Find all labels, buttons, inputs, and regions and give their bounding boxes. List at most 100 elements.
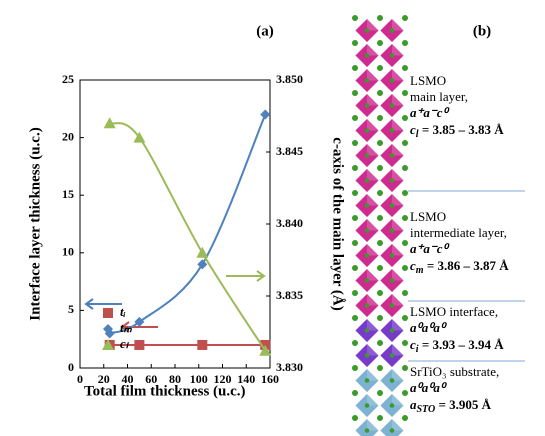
atom	[364, 203, 370, 208]
atom	[389, 428, 395, 433]
fit-line	[109, 122, 267, 352]
octahedron-face	[392, 168, 404, 181]
marker	[197, 259, 208, 270]
subscript: l	[416, 129, 419, 140]
lattice-label: aSTO = 3.905 Å	[410, 397, 492, 415]
atom	[402, 190, 408, 196]
layer-label: intermediate layer,	[410, 225, 507, 240]
atom	[402, 90, 408, 96]
atom	[402, 415, 408, 421]
y2-tick-label: 3.830	[276, 360, 303, 374]
octahedron-face	[392, 143, 404, 156]
lattice-label: cm = 3.86 – 3.87 Å	[410, 258, 509, 276]
octahedron-face	[392, 368, 404, 381]
atom	[377, 40, 383, 46]
atom	[389, 328, 395, 333]
atom	[377, 290, 383, 296]
atom	[352, 390, 358, 396]
atom	[377, 190, 383, 196]
layer-label: LSMO interface,	[410, 304, 498, 319]
legend-label: cₗ	[120, 336, 130, 351]
atom	[364, 78, 370, 83]
atom	[377, 240, 383, 246]
octahedron	[379, 418, 405, 436]
lattice-label: ci = 3.93 – 3.94 Å	[410, 337, 504, 355]
x-tick-label: 20	[98, 372, 110, 386]
symbol: c	[410, 337, 416, 352]
atom	[352, 65, 358, 71]
atom	[402, 240, 408, 246]
arrow	[226, 270, 266, 282]
atom	[389, 178, 395, 183]
octahedron-face	[392, 118, 404, 131]
octahedron-face	[392, 293, 404, 306]
atom	[364, 28, 370, 33]
marker	[260, 109, 271, 120]
octahedron-face	[392, 218, 404, 231]
atom	[377, 165, 383, 171]
octahedron-face	[392, 68, 404, 81]
atom	[352, 340, 358, 346]
atom	[402, 315, 408, 321]
y-tick-label: 0	[68, 360, 74, 374]
y2-tick-label: 3.850	[276, 72, 303, 86]
value: = 3.86 – 3.87 Å	[424, 258, 510, 273]
octahedron-face	[367, 143, 379, 156]
y-tick-label: 15	[62, 187, 74, 201]
fit-line	[109, 114, 267, 335]
octahedron-face	[392, 418, 404, 431]
panel-label: (b)	[473, 23, 491, 39]
x-axis-title: Total film thickness (u.c.)	[84, 383, 246, 399]
x-tick-label: 140	[237, 372, 255, 386]
value: = 3.93 – 3.94 Å	[419, 337, 505, 352]
octahedron-face	[367, 43, 379, 56]
atom	[389, 78, 395, 83]
marker	[103, 117, 116, 129]
y-axis-title: Interface layer thickness (u.c.)	[27, 127, 43, 320]
marker	[134, 339, 145, 350]
atom	[389, 153, 395, 158]
atom	[389, 353, 395, 358]
atom	[389, 203, 395, 208]
atom	[402, 340, 408, 346]
atom	[389, 103, 395, 108]
y2-axis-title: c-axis of the main layer (Å)	[330, 137, 346, 310]
atom	[364, 103, 370, 108]
atom	[377, 15, 383, 21]
x-tick-label: 100	[190, 372, 208, 386]
atom	[377, 390, 383, 396]
x-tick-label: 60	[145, 372, 157, 386]
y2-tick-label: 3.840	[276, 216, 303, 230]
atom	[389, 278, 395, 283]
y-tick-label: 20	[62, 129, 74, 143]
atom	[402, 265, 408, 271]
atom	[402, 290, 408, 296]
marker	[197, 339, 208, 350]
octahedron-face	[367, 68, 379, 81]
x-tick-label: 80	[169, 372, 181, 386]
atom	[352, 290, 358, 296]
atom	[364, 253, 370, 258]
atom	[364, 228, 370, 233]
octahedron-face	[367, 118, 379, 131]
atom	[364, 428, 370, 433]
layer-label: LSMO	[410, 209, 446, 224]
atom	[352, 265, 358, 271]
octahedron-face	[367, 343, 379, 356]
octahedron-face	[367, 318, 379, 331]
octahedron-face	[367, 218, 379, 231]
octahedron-face	[367, 293, 379, 306]
tilt-label: a⁰a⁰a⁰	[410, 380, 448, 395]
tilt-label: a⁰a⁰a⁰	[410, 320, 448, 335]
octahedron-face	[392, 18, 404, 31]
legend-marker	[103, 324, 113, 334]
marker	[133, 131, 146, 143]
atom	[352, 15, 358, 21]
x-tick-label: 0	[77, 372, 83, 386]
subscript: i	[416, 344, 419, 355]
layer-label: main layer,	[410, 89, 468, 104]
atom	[377, 115, 383, 121]
atom	[402, 140, 408, 146]
marker	[134, 316, 145, 327]
